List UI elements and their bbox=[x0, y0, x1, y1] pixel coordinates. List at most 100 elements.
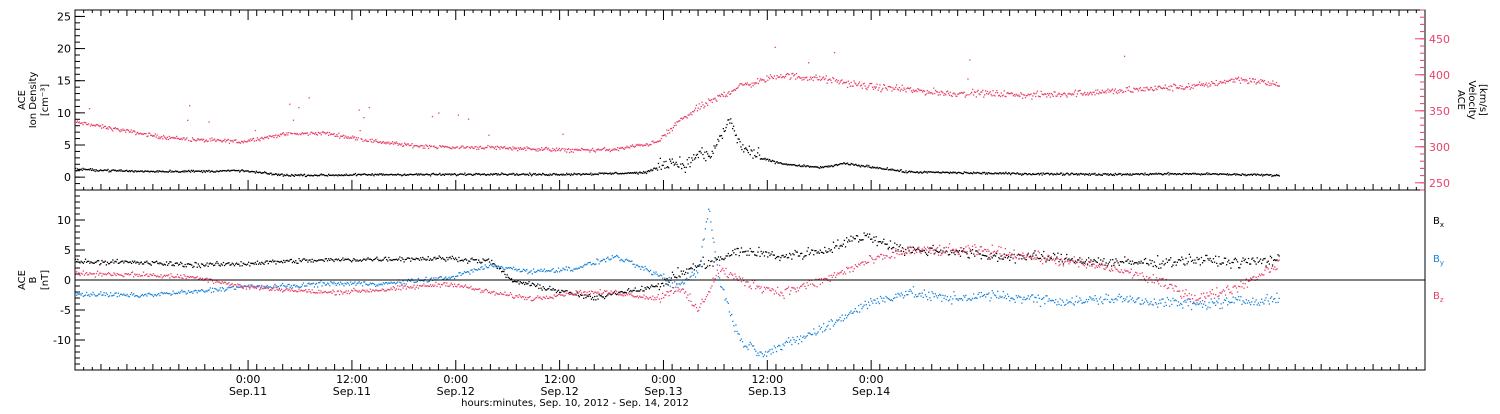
data-point bbox=[626, 146, 627, 147]
data-point bbox=[721, 135, 722, 136]
data-point bbox=[821, 79, 822, 80]
data-point bbox=[661, 169, 662, 170]
data-point bbox=[397, 281, 398, 282]
data-point bbox=[166, 139, 167, 140]
data-point bbox=[356, 137, 357, 138]
data-point bbox=[899, 171, 900, 172]
data-point bbox=[485, 264, 486, 265]
data-point bbox=[754, 349, 755, 350]
data-point bbox=[683, 117, 684, 118]
data-point bbox=[926, 93, 927, 94]
data-point bbox=[674, 125, 675, 126]
data-point bbox=[324, 283, 325, 284]
data-point bbox=[1159, 86, 1160, 87]
data-point bbox=[994, 95, 995, 96]
data-point bbox=[397, 143, 398, 144]
data-point bbox=[1255, 79, 1256, 80]
data-point bbox=[768, 160, 769, 161]
data-point bbox=[728, 91, 729, 92]
data-point bbox=[214, 265, 215, 266]
data-point bbox=[1188, 83, 1189, 84]
data-point bbox=[913, 90, 914, 91]
data-point bbox=[1206, 85, 1207, 86]
data-point bbox=[715, 145, 716, 146]
data-point bbox=[220, 265, 221, 266]
data-point bbox=[309, 97, 310, 98]
data-point bbox=[984, 94, 985, 95]
data-point bbox=[1037, 91, 1038, 92]
data-point bbox=[769, 78, 770, 79]
data-point bbox=[1200, 85, 1201, 86]
data-point bbox=[598, 174, 599, 175]
data-point bbox=[206, 262, 207, 263]
data-point bbox=[1041, 254, 1042, 255]
data-point bbox=[415, 259, 416, 260]
data-point bbox=[233, 264, 234, 265]
data-point bbox=[704, 263, 705, 264]
data-point bbox=[240, 261, 241, 262]
data-point bbox=[216, 261, 217, 262]
data-point bbox=[735, 324, 736, 325]
data-point bbox=[319, 282, 320, 283]
data-point bbox=[684, 282, 685, 283]
data-point bbox=[1014, 94, 1015, 95]
data-point bbox=[1130, 173, 1131, 174]
data-point bbox=[82, 293, 83, 294]
data-point bbox=[789, 74, 790, 75]
data-point bbox=[327, 132, 328, 133]
data-point bbox=[568, 148, 569, 149]
data-point bbox=[697, 272, 698, 273]
data-point bbox=[1177, 262, 1178, 263]
data-point bbox=[802, 337, 803, 338]
data-point bbox=[388, 142, 389, 143]
data-point bbox=[1009, 173, 1010, 174]
data-point bbox=[451, 148, 452, 149]
data-point bbox=[816, 77, 817, 78]
data-point bbox=[1261, 263, 1262, 264]
data-point bbox=[328, 283, 329, 284]
data-point bbox=[81, 294, 82, 295]
data-point bbox=[411, 143, 412, 144]
data-point bbox=[1004, 90, 1005, 91]
data-point bbox=[1101, 92, 1102, 93]
data-point bbox=[553, 288, 554, 289]
data-point bbox=[801, 341, 802, 342]
data-point bbox=[457, 146, 458, 147]
data-point bbox=[828, 248, 829, 249]
data-point bbox=[291, 259, 292, 260]
data-point bbox=[352, 136, 353, 137]
data-point bbox=[295, 260, 296, 261]
data-point bbox=[1270, 85, 1271, 86]
data-point bbox=[1206, 172, 1207, 173]
data-point bbox=[1049, 93, 1050, 94]
data-point bbox=[824, 247, 825, 248]
data-point bbox=[91, 124, 92, 125]
data-point bbox=[711, 156, 712, 157]
data-point bbox=[561, 270, 562, 271]
data-point bbox=[675, 163, 676, 164]
data-point bbox=[624, 261, 625, 262]
velocity-tick-label: 300 bbox=[1429, 141, 1450, 154]
data-point bbox=[709, 211, 710, 212]
data-point bbox=[109, 295, 110, 296]
data-point bbox=[328, 258, 329, 259]
data-point bbox=[327, 260, 328, 261]
data-point bbox=[770, 74, 771, 75]
data-point bbox=[796, 73, 797, 74]
data-point bbox=[137, 262, 138, 263]
data-point bbox=[1128, 90, 1129, 91]
data-point bbox=[291, 285, 292, 286]
data-point bbox=[478, 260, 479, 261]
data-point bbox=[1152, 260, 1153, 261]
data-point bbox=[877, 167, 878, 168]
data-point bbox=[156, 137, 157, 138]
data-point bbox=[473, 148, 474, 149]
data-point bbox=[404, 283, 405, 284]
data-point bbox=[1184, 264, 1185, 265]
data-point bbox=[830, 80, 831, 81]
data-point bbox=[188, 140, 189, 141]
data-point bbox=[845, 246, 846, 247]
data-point bbox=[261, 285, 262, 286]
data-point bbox=[1194, 259, 1195, 260]
data-point bbox=[1260, 259, 1261, 260]
